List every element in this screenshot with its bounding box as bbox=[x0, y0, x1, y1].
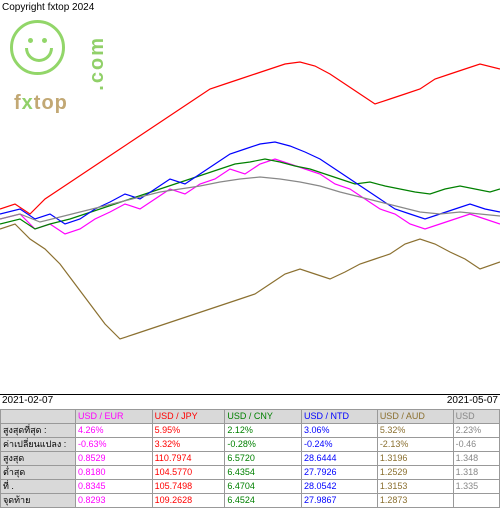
table-cell: 2.12% bbox=[225, 424, 302, 438]
table-cell: 105.7498 bbox=[152, 480, 225, 494]
table-cell: 6.4354 bbox=[225, 466, 302, 480]
x-axis-left-label: 2021-02-07 bbox=[2, 395, 53, 406]
table-cell: 104.5770 bbox=[152, 466, 225, 480]
col-header: USD / AUD bbox=[377, 410, 453, 424]
row-label: ที่ . bbox=[1, 480, 76, 494]
col-header: USD / JPY bbox=[152, 410, 225, 424]
currency-chart bbox=[0, 14, 500, 394]
row-label: ค่าเปลี่ยนแปลง : bbox=[1, 438, 76, 452]
table-corner bbox=[1, 410, 76, 424]
logo-dotcom: .com bbox=[86, 36, 109, 91]
table-cell: 27.7926 bbox=[302, 466, 378, 480]
currency-data-table: USD / EURUSD / JPYUSD / CNYUSD / NTDUSD … bbox=[0, 409, 500, 508]
table-cell: 6.4704 bbox=[225, 480, 302, 494]
table-cell: 4.26% bbox=[76, 424, 153, 438]
table-cell: 6.4524 bbox=[225, 494, 302, 508]
table-cell: -0.63% bbox=[76, 438, 153, 452]
col-header: USD / CNY bbox=[225, 410, 302, 424]
table-cell: 28.0542 bbox=[302, 480, 378, 494]
table-row: สูงสุด0.8529110.79746.572028.64441.31961… bbox=[1, 452, 500, 466]
table-cell: 1.348 bbox=[453, 452, 499, 466]
table-cell: 1.3153 bbox=[377, 480, 453, 494]
table-cell: 0.8180 bbox=[76, 466, 153, 480]
table-cell: 0.8345 bbox=[76, 480, 153, 494]
table-cell: 5.32% bbox=[377, 424, 453, 438]
table-cell: -0.28% bbox=[225, 438, 302, 452]
logo-face-icon bbox=[10, 20, 65, 75]
row-label: สูงสุด bbox=[1, 452, 76, 466]
logo-text: fxtop bbox=[14, 92, 68, 115]
table-cell: -0.46 bbox=[453, 438, 499, 452]
table-cell: 3.32% bbox=[152, 438, 225, 452]
series-usd-6 bbox=[0, 177, 500, 222]
table-row: สูงสุดที่สุด :4.26%5.95%2.12%3.06%5.32%2… bbox=[1, 424, 500, 438]
table-cell bbox=[453, 494, 499, 508]
table-row: จุดท้าย0.8293109.26286.452427.98671.2873 bbox=[1, 494, 500, 508]
table-cell: -0.24% bbox=[302, 438, 378, 452]
table-cell: 1.318 bbox=[453, 466, 499, 480]
row-label: สูงสุดที่สุด : bbox=[1, 424, 76, 438]
table-cell: 109.2628 bbox=[152, 494, 225, 508]
row-label: จุดท้าย bbox=[1, 494, 76, 508]
table-cell: -2.13% bbox=[377, 438, 453, 452]
table-cell: 1.335 bbox=[453, 480, 499, 494]
table-cell: 1.2529 bbox=[377, 466, 453, 480]
table-cell: 2.23% bbox=[453, 424, 499, 438]
table-cell: 6.5720 bbox=[225, 452, 302, 466]
table-row: ต่ำสุด0.8180104.57706.435427.79261.25291… bbox=[1, 466, 500, 480]
col-header: USD / NTD bbox=[302, 410, 378, 424]
table-cell: 5.95% bbox=[152, 424, 225, 438]
table-row: ที่ .0.8345105.74986.470428.05421.31531.… bbox=[1, 480, 500, 494]
table-cell: 27.9867 bbox=[302, 494, 378, 508]
x-axis-right-label: 2021-05-07 bbox=[447, 395, 498, 406]
table-cell: 1.3196 bbox=[377, 452, 453, 466]
table-cell: 28.6444 bbox=[302, 452, 378, 466]
table-cell: 0.8529 bbox=[76, 452, 153, 466]
series-usd-jpy bbox=[0, 62, 500, 214]
table-cell: 110.7974 bbox=[152, 452, 225, 466]
series-usd-aud bbox=[0, 224, 500, 339]
table-row: ค่าเปลี่ยนแปลง :-0.63%3.32%-0.28%-0.24%-… bbox=[1, 438, 500, 452]
col-header: USD bbox=[453, 410, 499, 424]
series-usd-eur bbox=[0, 159, 500, 234]
table-header-row: USD / EURUSD / JPYUSD / CNYUSD / NTDUSD … bbox=[1, 410, 500, 424]
table-cell: 0.8293 bbox=[76, 494, 153, 508]
row-label: ต่ำสุด bbox=[1, 466, 76, 480]
col-header: USD / EUR bbox=[76, 410, 153, 424]
copyright-text: Copyright fxtop 2024 bbox=[2, 2, 94, 13]
series-usd-ntd bbox=[0, 142, 500, 224]
fxtop-logo: fxtop .com bbox=[10, 20, 65, 75]
chart-lines bbox=[0, 14, 500, 394]
table-cell: 3.06% bbox=[302, 424, 378, 438]
table-cell: 1.2873 bbox=[377, 494, 453, 508]
x-axis: 2021-02-07 2021-05-07 bbox=[0, 394, 500, 408]
